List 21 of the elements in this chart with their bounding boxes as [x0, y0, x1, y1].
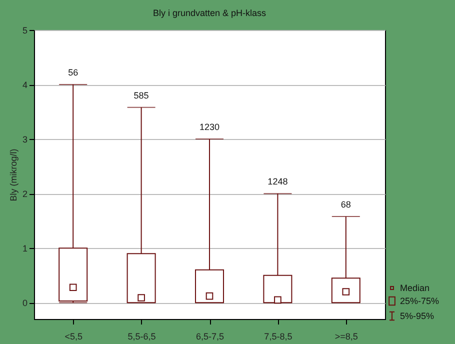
y-tick-label: 5 [22, 26, 28, 36]
x-tick-label: <5,5 [64, 332, 82, 342]
annotation: 1248 [268, 176, 288, 187]
text: 25%-75% [400, 296, 440, 306]
text: Median [400, 283, 430, 293]
y-tick-label: 4 [22, 80, 28, 90]
y-tick-label: 0 [22, 298, 28, 308]
text: 5%-95% [400, 311, 434, 321]
x-tick-label: 6,5-7,5 [196, 332, 224, 342]
x-tick-label: 5,5-6,5 [128, 332, 156, 342]
annotation: 1230 [199, 122, 220, 132]
annotation: 68 [340, 199, 351, 210]
y-axis-title: Bly (mikrog/l) [8, 148, 18, 202]
y-tick-label: 3 [22, 134, 28, 145]
annotation: 585 [134, 90, 149, 100]
annotation: 56 [68, 68, 78, 78]
chart-title: Bly i grundvatten & pH-klass [152, 8, 267, 18]
x-tick-label: >=8,5 [334, 332, 358, 342]
x-tick-label: 7,5-8,5 [264, 332, 292, 342]
y-tick-label: 1 [22, 244, 28, 254]
y-tick-label: 2 [22, 189, 28, 200]
